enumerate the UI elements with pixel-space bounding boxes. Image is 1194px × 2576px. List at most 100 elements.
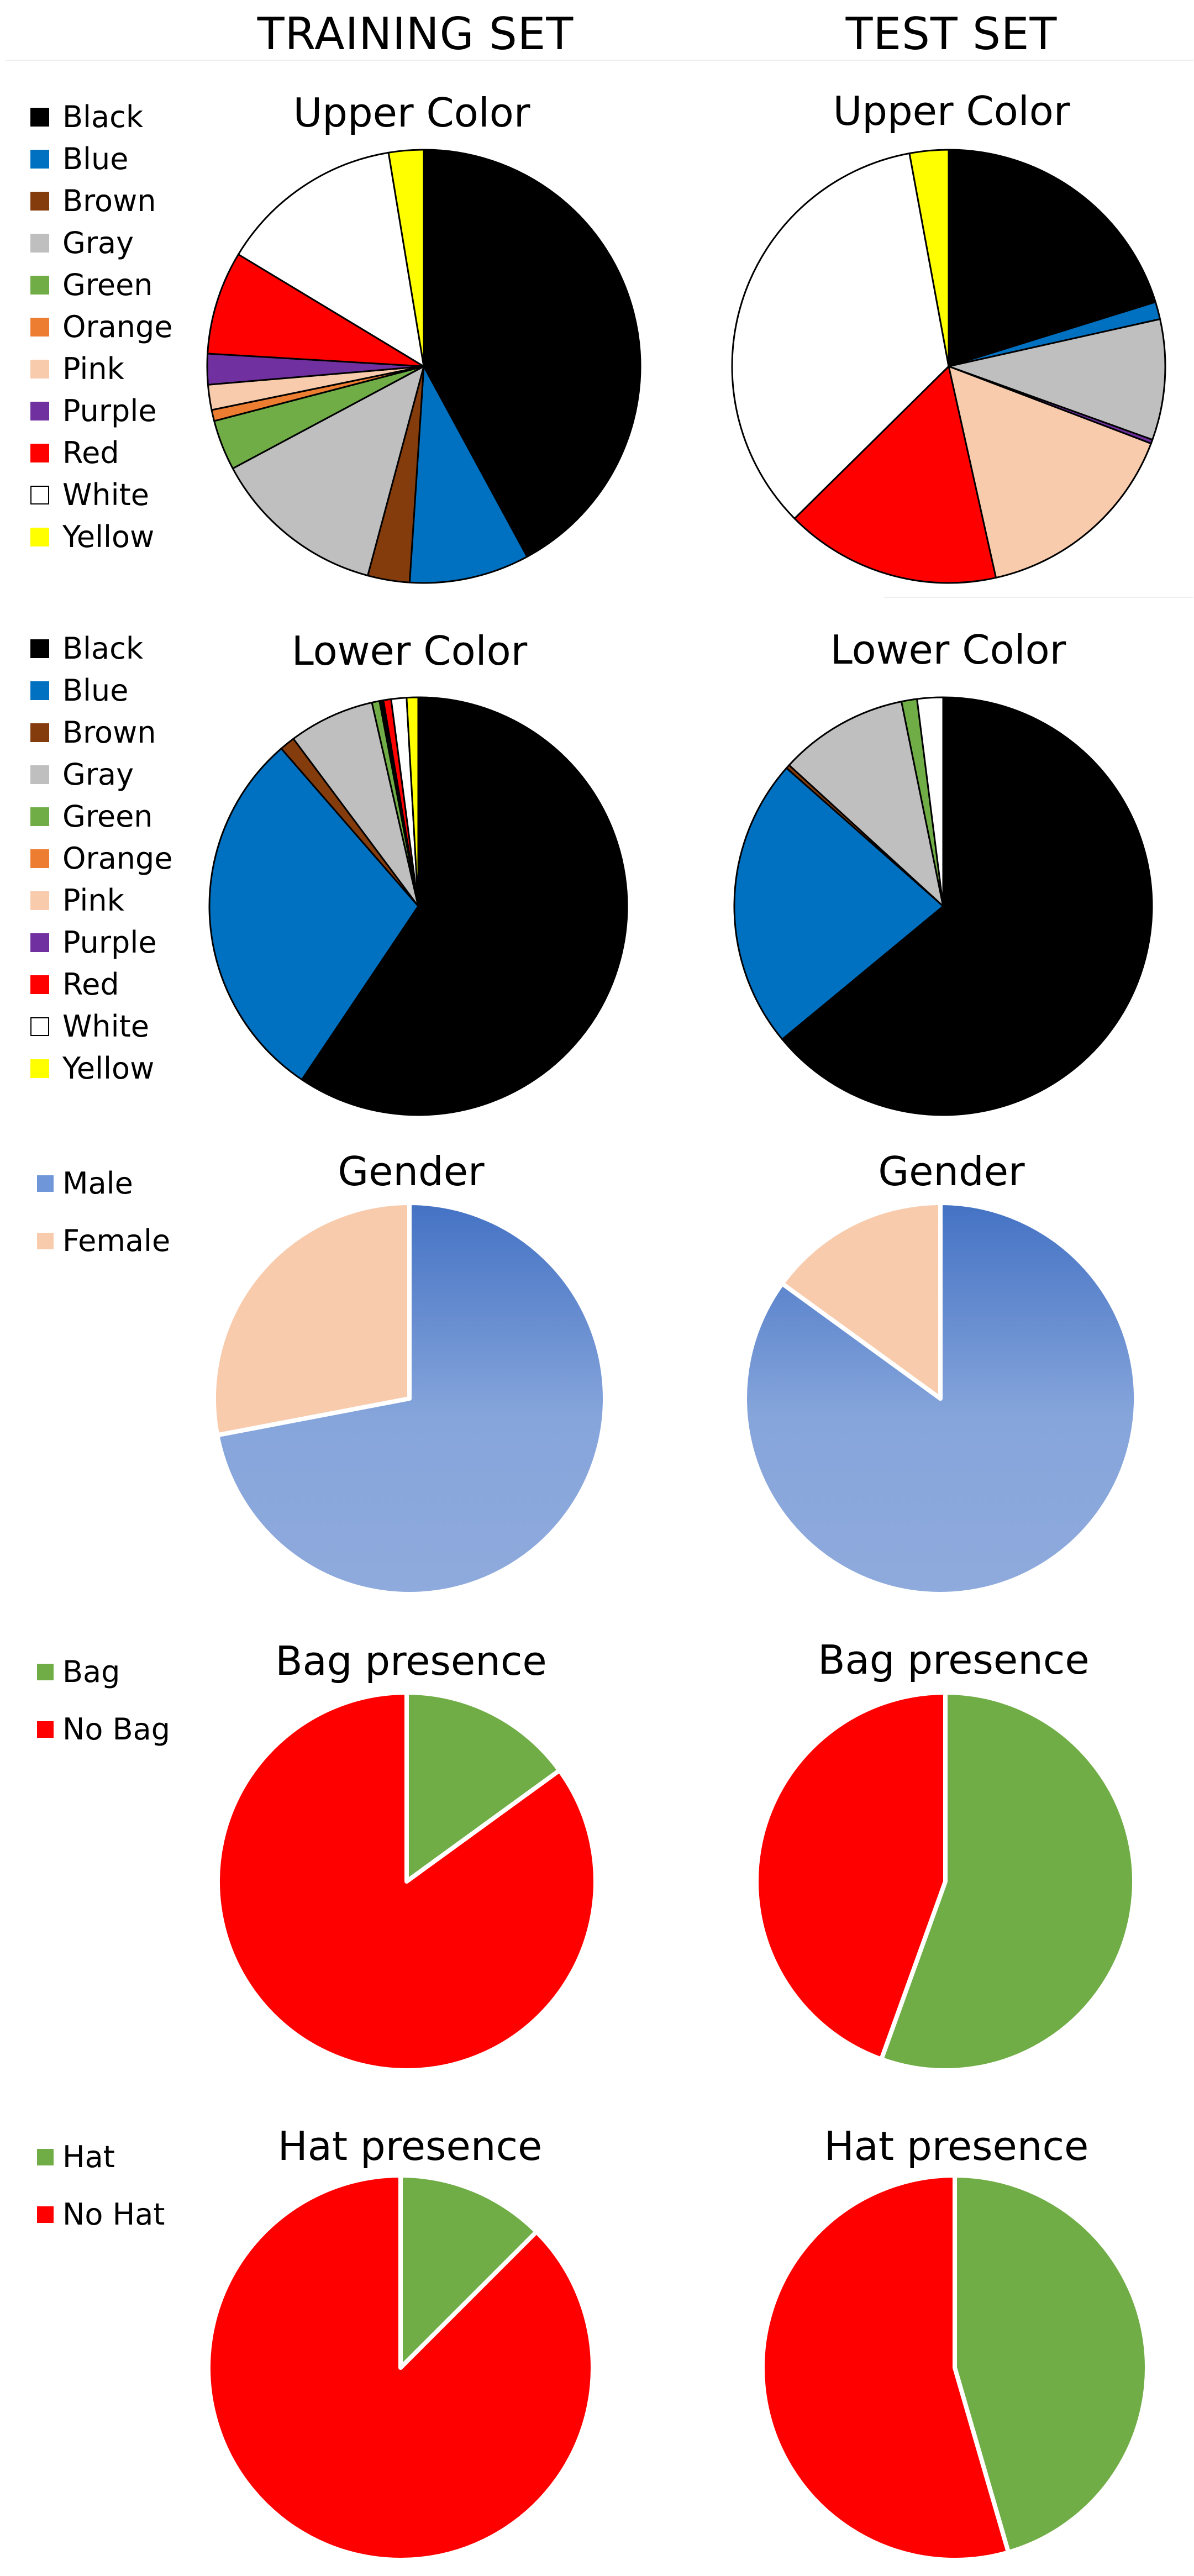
- pie-slice-female: [780, 1201, 943, 1401]
- legend-item-white: White: [30, 1006, 173, 1048]
- pie-slice-no-bag: [215, 1690, 598, 2073]
- pie-slice-black: [948, 149, 1156, 367]
- pie-slice-female: [212, 1201, 412, 1438]
- legend-label: Bag: [62, 1654, 120, 1689]
- pie-slice-black: [781, 696, 1153, 1116]
- legend-swatch-green: [30, 276, 49, 295]
- pie-chart-hat-presence-train: [206, 2173, 595, 2562]
- legend-swatch-red: [30, 444, 49, 462]
- legend-label: Pink: [62, 883, 124, 918]
- legend-swatch-orange: [30, 318, 49, 337]
- legend-swatch-gray: [30, 234, 49, 253]
- legend-swatch-pink: [30, 360, 49, 378]
- pie-slice-yellow: [908, 149, 950, 367]
- legend-label: Yellow: [62, 519, 155, 554]
- legend-item-blue: Blue: [30, 138, 173, 180]
- legend-swatch-gray: [30, 765, 49, 784]
- chart-title-upper-color-test: Upper Color: [833, 88, 1070, 134]
- pie-chart-upper-color-test: [731, 149, 1166, 584]
- chart-title-lower-color-test: Lower Color: [830, 627, 1066, 673]
- legend-label: No Bag: [62, 1712, 171, 1747]
- pie-chart-hat-presence-test: [760, 2173, 1149, 2562]
- legend-upper-color: Black Blue Brown Gray Green Orange Pink Purple R…: [30, 96, 173, 558]
- pie-slice-gray: [292, 701, 419, 907]
- legend-item-orange: Orange: [30, 306, 173, 348]
- pie-slice-gray: [788, 701, 944, 907]
- legend-label: Blue: [62, 673, 129, 708]
- pie-slice-blue: [408, 365, 528, 584]
- legend-item-black: Black: [30, 96, 173, 138]
- pie-slice-yellow: [387, 149, 425, 367]
- pie-slice-blue: [208, 748, 419, 1081]
- pie-slice-no-hat: [206, 2173, 595, 2562]
- chart-title-gender-test: Gender: [878, 1148, 1025, 1195]
- chart-title-upper-color-train: Upper Color: [293, 90, 530, 136]
- pie-chart-upper-color-train: [206, 149, 641, 584]
- legend-swatch-hat: [37, 2149, 54, 2165]
- legend-item-purple: Purple: [30, 922, 173, 964]
- legend-label: Orange: [62, 841, 173, 876]
- legend-swatch-purple: [30, 933, 49, 952]
- legend-label: Gray: [62, 757, 134, 792]
- legend-label: Hat: [62, 2139, 115, 2174]
- pie-slice-gray: [948, 318, 1166, 441]
- legend-item-brown: Brown: [30, 712, 173, 754]
- legend-swatch-white: [30, 1017, 49, 1036]
- chart-title-lower-color-train: Lower Color: [291, 628, 528, 674]
- legend-item-hat: Hat: [30, 2128, 165, 2186]
- legend-item-yellow: Yellow: [30, 1048, 173, 1090]
- legend-item-black: Black: [30, 628, 173, 670]
- legend-item-no-bag: No Bag: [30, 1701, 170, 1758]
- legend-label: Red: [62, 435, 119, 470]
- pie-slice-pink: [948, 365, 1152, 579]
- header-divider: [6, 60, 1193, 61]
- legend-label: White: [62, 477, 150, 512]
- pie-chart-lower-color-test: [733, 696, 1153, 1116]
- pie-chart-gender-test: [743, 1201, 1138, 1596]
- legend-item-green: Green: [30, 264, 173, 306]
- legend-swatch-male: [37, 1175, 54, 1192]
- legend-swatch-green: [30, 807, 49, 826]
- legend-label: Red: [62, 967, 119, 1002]
- legend-label: Black: [62, 631, 144, 666]
- legend-item-green: Green: [30, 796, 173, 838]
- pie-slice-black: [423, 149, 641, 558]
- legend-item-orange: Orange: [30, 838, 173, 880]
- panel-divider: [884, 597, 1193, 598]
- legend-item-no-hat: No Hat: [30, 2186, 165, 2243]
- legend-swatch-white: [30, 486, 49, 504]
- legend-swatch-pink: [30, 891, 49, 910]
- pie-slice-red: [793, 365, 997, 584]
- pie-slice-no-hat: [760, 2173, 1011, 2562]
- pie-chart-gender-train: [212, 1201, 607, 1596]
- legend-item-blue: Blue: [30, 670, 173, 712]
- pie-slice-bag: [404, 1690, 562, 1884]
- legend-swatch-red: [30, 975, 49, 994]
- legend-item-red: Red: [30, 432, 173, 474]
- legend-swatch-brown: [30, 723, 49, 742]
- legend-label: Blue: [62, 141, 129, 176]
- pie-slice-hat: [953, 2173, 1149, 2555]
- pie-chart-lower-color-train: [208, 696, 628, 1116]
- legend-item-bag: Bag: [30, 1643, 170, 1701]
- pie-slice-no-bag: [754, 1690, 948, 2062]
- pie-slice-gray: [232, 365, 425, 577]
- legend-hat: Hat No Hat: [30, 2128, 165, 2243]
- legend-label: Orange: [62, 309, 173, 344]
- legend-gender: Male Female: [30, 1155, 170, 1270]
- training-set-header: TRAINING SET: [257, 8, 574, 60]
- legend-swatch-no-bag: [37, 1721, 54, 1738]
- legend-item-gray: Gray: [30, 754, 173, 796]
- test-set-header: TEST SET: [845, 8, 1058, 60]
- pie-slice-black: [301, 696, 628, 1116]
- legend-swatch-no-hat: [37, 2206, 54, 2223]
- legend-item-female: Female: [30, 1212, 170, 1270]
- legend-label: Green: [62, 267, 153, 302]
- legend-label: Brown: [62, 715, 156, 750]
- legend-item-male: Male: [30, 1155, 170, 1212]
- legend-item-pink: Pink: [30, 348, 173, 390]
- legend-item-yellow: Yellow: [30, 516, 173, 558]
- legend-swatch-black: [30, 639, 49, 658]
- chart-title-hat-train: Hat presence: [277, 2123, 543, 2169]
